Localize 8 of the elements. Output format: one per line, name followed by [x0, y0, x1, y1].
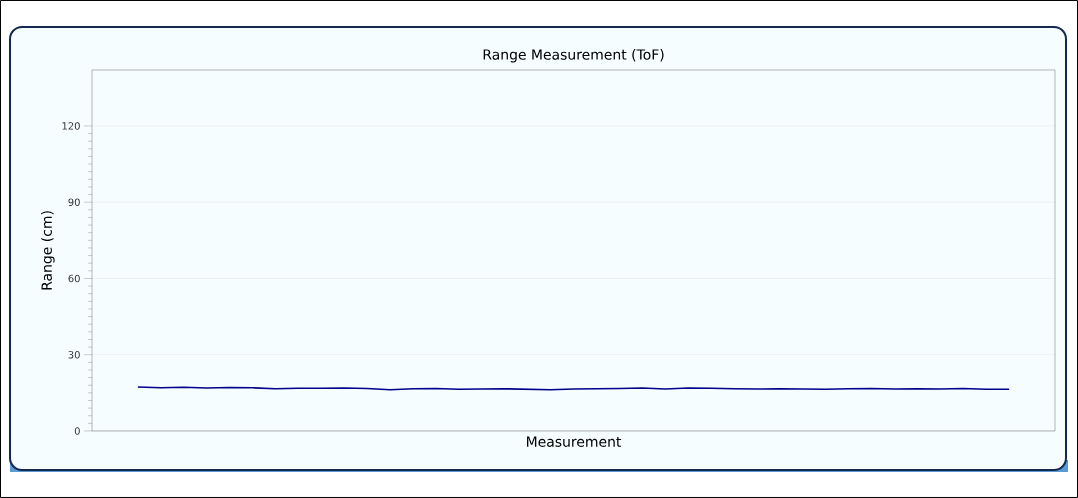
- chart-title: Range Measurement (ToF): [483, 48, 664, 63]
- y-axis-title: Range (cm): [41, 211, 55, 290]
- y-tick-label: 90: [68, 198, 80, 206]
- x-axis-title: Measurement: [527, 436, 622, 447]
- y-tick-label: 0: [74, 427, 80, 435]
- y-tick-label: 60: [68, 274, 80, 283]
- y-tick-label: 30: [68, 350, 80, 359]
- y-tick-label: 120: [62, 122, 80, 130]
